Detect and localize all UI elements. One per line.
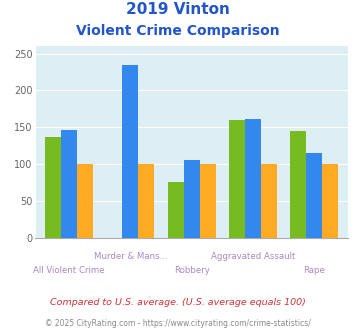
Bar (229, 120, 245, 238)
Bar (290, 131, 306, 238)
Bar (168, 182, 184, 238)
Bar (138, 164, 154, 238)
Bar (45, 137, 61, 238)
Text: Compared to U.S. average. (U.S. average equals 100): Compared to U.S. average. (U.S. average … (50, 298, 305, 307)
Bar (245, 119, 261, 238)
Text: Murder & Mans...: Murder & Mans... (94, 252, 167, 261)
Bar (200, 164, 215, 238)
Text: © 2025 CityRating.com - https://www.cityrating.com/crime-statistics/: © 2025 CityRating.com - https://www.city… (45, 319, 310, 328)
Bar (322, 164, 338, 238)
Text: Rape: Rape (303, 266, 325, 275)
Bar (77, 164, 93, 238)
Bar (306, 153, 322, 238)
Text: Aggravated Assault: Aggravated Assault (211, 252, 295, 261)
Bar (122, 65, 138, 238)
Bar (184, 160, 200, 238)
Bar (61, 130, 77, 238)
Bar (261, 164, 277, 238)
Text: Violent Crime Comparison: Violent Crime Comparison (76, 24, 279, 38)
Text: All Violent Crime: All Violent Crime (33, 266, 105, 275)
Text: Robbery: Robbery (174, 266, 210, 275)
Text: 2019 Vinton: 2019 Vinton (126, 2, 229, 16)
